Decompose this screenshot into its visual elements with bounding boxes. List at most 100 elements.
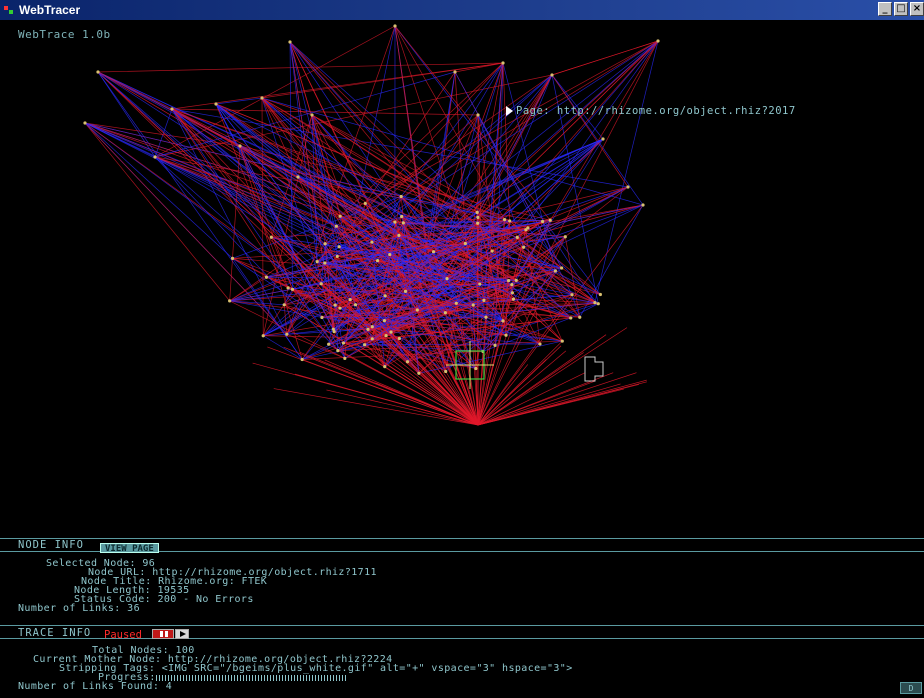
graph-node[interactable]	[269, 235, 273, 239]
graph-node[interactable]	[403, 289, 408, 294]
graph-node[interactable]	[366, 327, 370, 331]
graph-node[interactable]	[397, 336, 401, 341]
graph-node[interactable]	[389, 330, 393, 334]
graph-node[interactable]	[282, 303, 286, 307]
graph-node[interactable]	[493, 343, 497, 347]
graph-node[interactable]	[400, 214, 404, 219]
graph-node[interactable]	[474, 366, 478, 371]
graph-node[interactable]	[511, 297, 516, 301]
graph-node[interactable]	[484, 315, 488, 319]
graph-node[interactable]	[290, 287, 295, 291]
graph-node[interactable]	[337, 245, 341, 249]
graph-node[interactable]	[656, 39, 660, 43]
graph-node[interactable]	[343, 356, 347, 360]
graph-node[interactable]	[553, 269, 557, 273]
graph-node[interactable]	[382, 319, 387, 323]
graph-node[interactable]	[285, 332, 289, 336]
graph-node[interactable]	[578, 315, 582, 319]
corner-toggle-button[interactable]: D	[900, 682, 922, 694]
graph-node[interactable]	[238, 144, 242, 148]
graph-node[interactable]	[370, 240, 374, 244]
graph-node[interactable]	[393, 24, 397, 28]
graph-node[interactable]	[348, 297, 352, 302]
graph-node[interactable]	[626, 185, 630, 189]
graph-node[interactable]	[286, 286, 290, 290]
graph-node[interactable]	[563, 235, 567, 239]
graph-node[interactable]	[336, 348, 340, 353]
graph-node[interactable]	[550, 73, 554, 77]
graph-node[interactable]	[522, 245, 526, 249]
graph-node[interactable]	[338, 306, 342, 310]
graph-node[interactable]	[596, 302, 600, 306]
graph-node[interactable]	[510, 291, 514, 295]
graph-node[interactable]	[264, 275, 269, 279]
graph-node[interactable]	[363, 343, 367, 347]
graph-node[interactable]	[502, 217, 507, 222]
graph-node[interactable]	[341, 341, 346, 345]
graph-node[interactable]	[560, 266, 564, 270]
graph-node[interactable]	[540, 219, 545, 224]
graph-node[interactable]	[538, 342, 542, 346]
graph-node[interactable]	[401, 221, 405, 225]
graph-node[interactable]	[214, 102, 218, 106]
graph-node[interactable]	[310, 113, 314, 117]
close-button[interactable]: ×	[910, 2, 924, 16]
graph-node[interactable]	[228, 299, 232, 303]
graph-node[interactable]	[384, 334, 388, 338]
graph-node[interactable]	[353, 303, 358, 307]
graph-node[interactable]	[417, 371, 421, 375]
graph-node[interactable]	[524, 228, 528, 232]
graph-node[interactable]	[453, 70, 457, 74]
graph-node[interactable]	[170, 107, 174, 111]
graph-node[interactable]	[375, 259, 380, 263]
graph-node[interactable]	[471, 303, 475, 307]
graph-node[interactable]	[593, 300, 597, 305]
graph-node[interactable]	[431, 250, 436, 254]
maximize-button[interactable]: □	[894, 2, 908, 16]
graph-node[interactable]	[482, 298, 486, 302]
graph-node[interactable]	[320, 315, 324, 320]
graph-node[interactable]	[569, 316, 573, 320]
window-titlebar[interactable]: WebTracer _ □ ×	[0, 0, 924, 20]
graph-node[interactable]	[83, 121, 87, 125]
graph-node[interactable]	[319, 282, 323, 286]
graph-node[interactable]	[383, 365, 387, 369]
graph-node[interactable]	[153, 155, 157, 159]
graph-node[interactable]	[504, 333, 508, 337]
graph-node[interactable]	[300, 357, 304, 362]
graph-node[interactable]	[510, 283, 514, 287]
graph-node[interactable]	[323, 261, 327, 265]
link-graph[interactable]	[0, 20, 924, 535]
graph-canvas[interactable]: WebTrace 1.0b Page: http://rhizome.org/o…	[0, 20, 924, 535]
graph-node[interactable]	[383, 294, 387, 298]
graph-node[interactable]	[370, 337, 374, 341]
graph-node[interactable]	[338, 214, 342, 218]
graph-node[interactable]	[598, 292, 602, 297]
graph-node[interactable]	[334, 224, 338, 228]
graph-node[interactable]	[397, 233, 401, 237]
graph-node[interactable]	[454, 301, 458, 305]
graph-node[interactable]	[332, 330, 336, 334]
graph-node[interactable]	[526, 226, 530, 230]
graph-node[interactable]	[641, 203, 645, 207]
graph-node[interactable]	[443, 311, 447, 315]
play-button[interactable]	[175, 629, 189, 639]
pause-button[interactable]	[152, 629, 174, 639]
graph-node[interactable]	[335, 254, 339, 259]
graph-node[interactable]	[260, 96, 264, 100]
graph-node[interactable]	[475, 210, 479, 214]
graph-node[interactable]	[490, 249, 494, 253]
graph-node[interactable]	[333, 303, 337, 307]
graph-node[interactable]	[405, 360, 410, 364]
graph-node[interactable]	[501, 319, 505, 323]
graph-node[interactable]	[323, 242, 327, 246]
graph-node[interactable]	[514, 278, 518, 282]
graph-node[interactable]	[506, 278, 511, 283]
graph-node[interactable]	[501, 61, 505, 65]
graph-nodes[interactable]	[83, 24, 660, 375]
graph-node[interactable]	[515, 235, 519, 239]
view-page-button[interactable]: VIEW PAGE	[100, 543, 159, 554]
graph-node[interactable]	[560, 339, 564, 343]
graph-node[interactable]	[261, 334, 265, 338]
graph-node[interactable]	[388, 252, 392, 257]
